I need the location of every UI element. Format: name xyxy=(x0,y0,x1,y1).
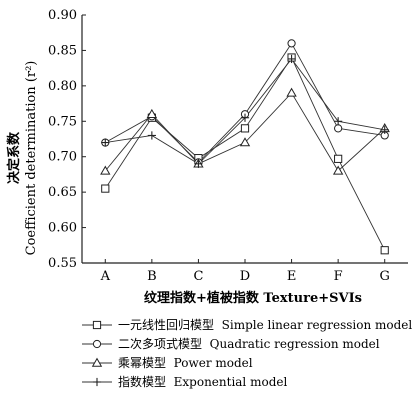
y-tick-label: 0.70 xyxy=(48,150,77,165)
data-point-square xyxy=(101,184,110,193)
data-point-plus xyxy=(334,117,343,126)
y-axis-ticks: 0.55 0.60 0.65 0.70 0.75 0.80 0.85 0.90 xyxy=(48,8,86,271)
y-tick-label: 0.90 xyxy=(48,8,77,23)
x-axis-ticks: A B C D E F G xyxy=(100,259,390,284)
x-tick-label: B xyxy=(147,269,157,284)
data-point-triangle xyxy=(332,165,344,175)
data-point-plus xyxy=(380,125,389,134)
data-point-plus xyxy=(194,159,203,168)
y-tick-label: 0.55 xyxy=(48,256,77,271)
data-point-square xyxy=(380,246,389,255)
y-axis-title-en: Coefficient determination (r²) xyxy=(24,61,39,256)
legend-entry-plus: 指数模型 Exponential model xyxy=(82,374,287,389)
data-point-plus xyxy=(147,131,156,140)
legend-label: 指数模型 Exponential model xyxy=(118,374,287,389)
data-point-square xyxy=(334,154,343,163)
y-tick-label: 0.85 xyxy=(48,43,77,58)
legend-marker-plus-icon xyxy=(92,377,102,387)
legend-marker-circle-icon xyxy=(92,339,102,349)
x-tick-label: G xyxy=(380,269,390,284)
legend-label: 一元线性回归模型 Simple linear regression model xyxy=(118,318,412,332)
x-axis-title: 纹理指数+植被指数 Texture+SVIs xyxy=(144,290,362,306)
x-tick-label: E xyxy=(287,269,297,284)
data-point-plus xyxy=(287,54,296,64)
legend-entry-triangle: 乘幂模型 Power model xyxy=(82,356,253,370)
data-point-triangle xyxy=(286,87,297,97)
data-point-plus xyxy=(240,113,250,122)
y-tick-label: 0.65 xyxy=(48,185,77,200)
y-tick-label: 0.80 xyxy=(48,79,77,94)
series-line-square xyxy=(104,56,386,251)
legend-marker-triangle-icon xyxy=(91,357,103,367)
data-point-triangle xyxy=(146,108,158,118)
legend-marker-square-icon xyxy=(92,320,102,330)
data-point-plus xyxy=(101,138,110,147)
data-point-triangle xyxy=(239,137,251,147)
data-point-circle xyxy=(334,124,343,133)
x-tick-label: D xyxy=(240,269,250,284)
y-tick-label: 0.75 xyxy=(48,114,77,129)
legend-entry-circle: 二次多项式模型 Quadratic regression model xyxy=(82,337,380,351)
y-tick-label: 0.60 xyxy=(48,221,77,236)
x-tick-label: C xyxy=(193,269,203,284)
legend: 一元线性回归模型 Simple linear regression model 二… xyxy=(82,318,412,389)
legend-label: 二次多项式模型 Quadratic regression model xyxy=(118,337,380,351)
data-point-square xyxy=(240,124,250,133)
series-lines xyxy=(104,42,386,251)
legend-entry-square: 一元线性回归模型 Simple linear regression model xyxy=(82,318,412,332)
x-tick-label: F xyxy=(334,269,343,284)
y-axis-title-cn: 决定系数 xyxy=(6,131,22,184)
x-tick-label: A xyxy=(100,269,111,284)
legend-label: 乘幂模型 Power model xyxy=(118,356,253,370)
data-point-circle xyxy=(287,39,296,48)
series-markers xyxy=(100,39,390,255)
data-point-triangle xyxy=(100,165,111,175)
